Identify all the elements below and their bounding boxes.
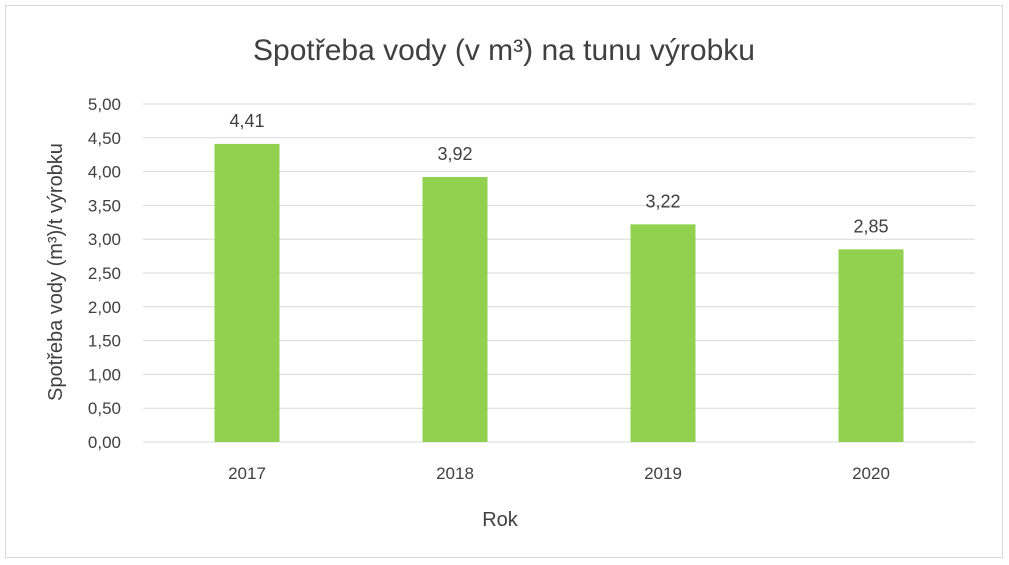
y-tick-label: 5,00 [88,95,121,114]
y-tick-label: 2,00 [88,298,121,317]
chart-title: Spotřeba vody (v m³) na tunu výrobku [253,34,755,67]
y-tick-label: 1,50 [88,332,121,351]
x-tick-label: 2020 [852,464,890,483]
data-label: 3,92 [437,144,472,164]
x-tick-label: 2017 [228,464,266,483]
bar [214,143,280,442]
data-label: 2,85 [853,216,888,236]
x-tick-label: 2018 [436,464,474,483]
y-tick-label: 4,00 [88,163,121,182]
x-axis-ticks: 2017 2018 2019 2020 [228,464,890,483]
y-tick-label: 0,00 [88,433,121,452]
y-tick-label: 4,50 [88,129,121,148]
gridlines [143,103,975,443]
x-tick-label: 2019 [644,464,682,483]
bar [838,249,904,442]
y-axis-ticks: 0,00 0,50 1,00 1,50 2,00 2,50 3,00 3,50 4,00 4,50… [88,95,121,452]
chart-frame [5,5,1003,558]
data-labels: 4,41 3,92 3,22 2,85 [229,111,888,236]
y-tick-label: 1,00 [88,365,121,384]
bars [214,143,904,442]
y-axis-label: Spotřeba vody (m³)/t výrobku [45,143,67,401]
data-label: 4,41 [229,111,264,131]
y-tick-label: 3,00 [88,230,121,249]
x-axis-label: Rok [482,509,519,531]
y-tick-label: 2,50 [88,264,121,283]
y-tick-label: 0,50 [88,399,121,418]
y-tick-label: 3,50 [88,196,121,215]
data-label: 3,22 [645,191,680,211]
bar [422,177,488,442]
bar [630,224,696,442]
